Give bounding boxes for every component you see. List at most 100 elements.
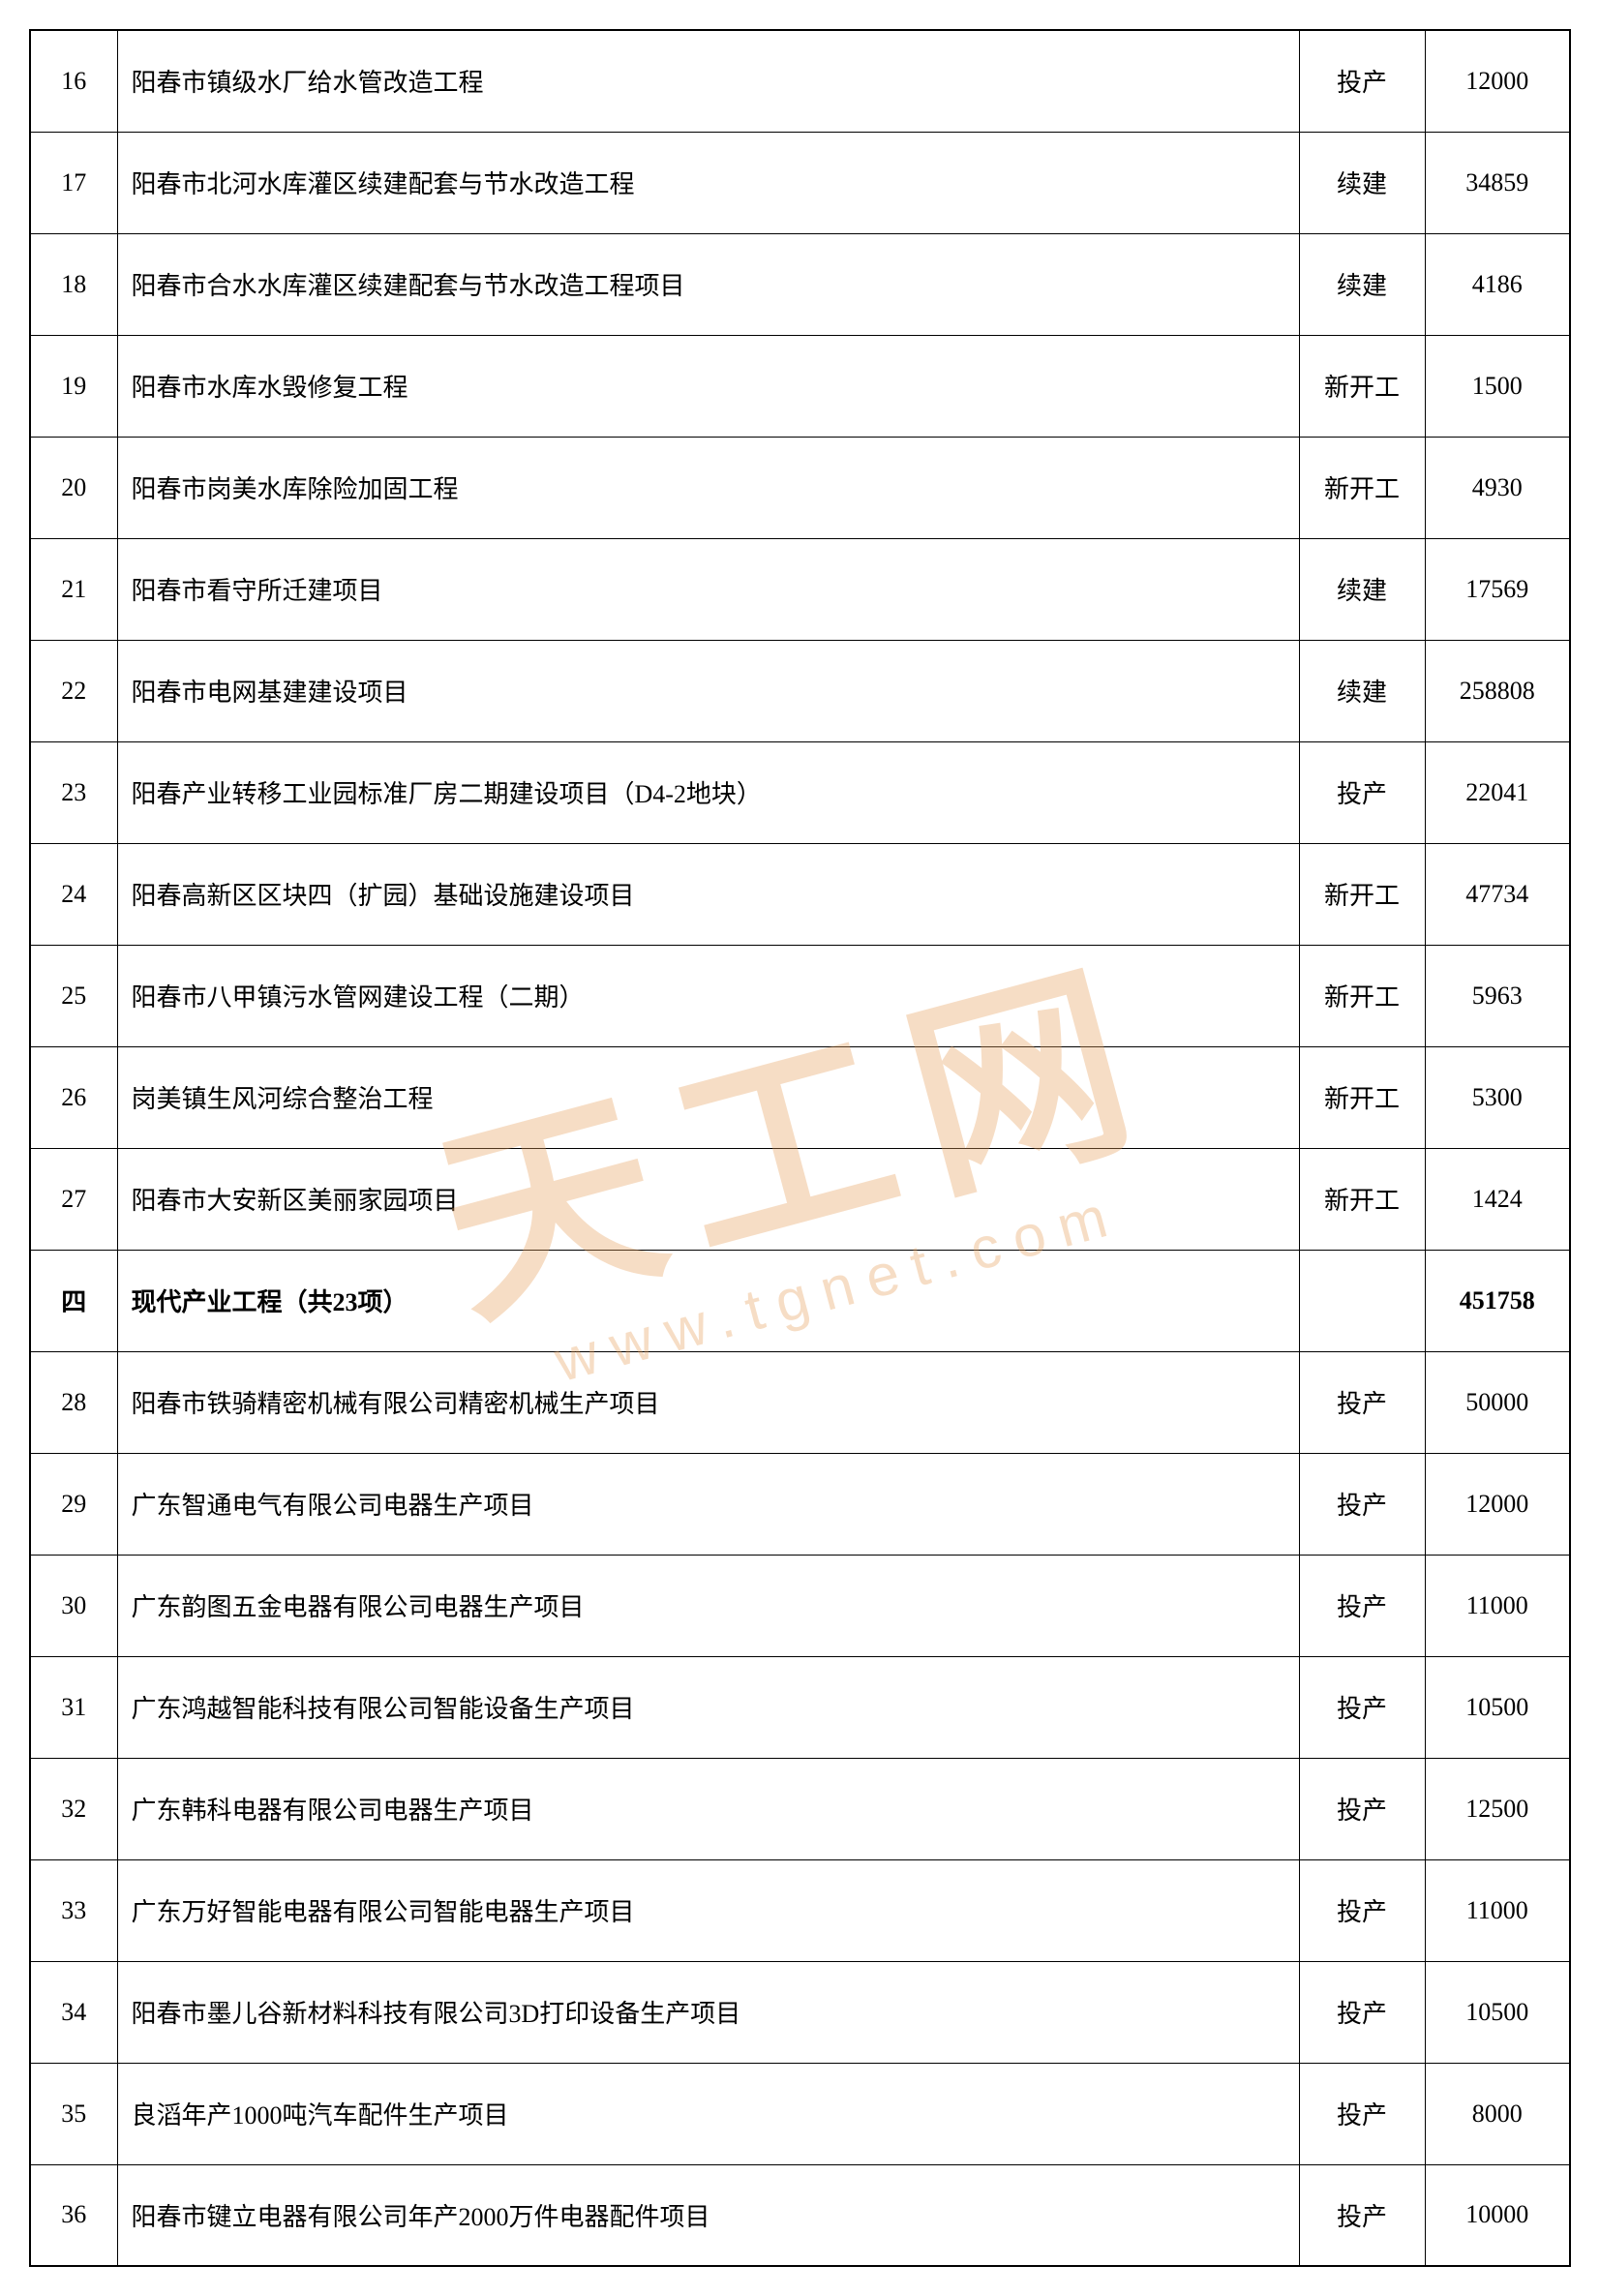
row-number-cell: 16 <box>30 30 117 132</box>
row-name-cell: 广东鸿越智能科技有限公司智能设备生产项目 <box>117 1656 1299 1758</box>
row-name-cell: 阳春市墨儿谷新材料科技有限公司3D打印设备生产项目 <box>117 1961 1299 2063</box>
table-row: 22阳春市电网基建建设项目续建258808 <box>30 640 1570 741</box>
row-value-cell: 12000 <box>1425 1453 1570 1555</box>
row-value-cell: 4186 <box>1425 233 1570 335</box>
row-name-cell: 广东万好智能电器有限公司智能电器生产项目 <box>117 1859 1299 1961</box>
row-number-cell: 33 <box>30 1859 117 1961</box>
table-row: 23阳春产业转移工业园标准厂房二期建设项目（D4-2地块）投产22041 <box>30 741 1570 843</box>
row-status-cell: 新开工 <box>1299 1148 1425 1250</box>
row-status-cell: 投产 <box>1299 1656 1425 1758</box>
row-number-cell: 31 <box>30 1656 117 1758</box>
row-status-cell: 投产 <box>1299 2164 1425 2266</box>
table-row: 24阳春高新区区块四（扩园）基础设施建设项目新开工47734 <box>30 843 1570 945</box>
row-status-cell: 投产 <box>1299 1961 1425 2063</box>
row-status-cell: 新开工 <box>1299 1046 1425 1148</box>
row-number-cell: 28 <box>30 1351 117 1453</box>
row-name-cell: 阳春市铁骑精密机械有限公司精密机械生产项目 <box>117 1351 1299 1453</box>
table-row: 19阳春市水库水毁修复工程新开工1500 <box>30 335 1570 437</box>
table-row: 27阳春市大安新区美丽家园项目新开工1424 <box>30 1148 1570 1250</box>
row-name-cell: 广东韩科电器有限公司电器生产项目 <box>117 1758 1299 1859</box>
row-name-cell: 阳春市水库水毁修复工程 <box>117 335 1299 437</box>
row-name-cell: 岗美镇生风河综合整治工程 <box>117 1046 1299 1148</box>
row-name-cell: 广东智通电气有限公司电器生产项目 <box>117 1453 1299 1555</box>
row-number-cell: 23 <box>30 741 117 843</box>
row-name-cell: 广东韵图五金电器有限公司电器生产项目 <box>117 1555 1299 1656</box>
row-value-cell: 8000 <box>1425 2063 1570 2164</box>
table-row: 18阳春市合水水库灌区续建配套与节水改造工程项目续建4186 <box>30 233 1570 335</box>
row-number-cell: 22 <box>30 640 117 741</box>
table-row: 33广东万好智能电器有限公司智能电器生产项目投产11000 <box>30 1859 1570 1961</box>
projects-table: 16阳春市镇级水厂给水管改造工程投产1200017阳春市北河水库灌区续建配套与节… <box>29 29 1571 2267</box>
row-value-cell: 11000 <box>1425 1859 1570 1961</box>
row-value-cell: 12500 <box>1425 1758 1570 1859</box>
row-status-cell: 投产 <box>1299 1859 1425 1961</box>
table-row: 16阳春市镇级水厂给水管改造工程投产12000 <box>30 30 1570 132</box>
row-name-cell: 良滔年产1000吨汽车配件生产项目 <box>117 2063 1299 2164</box>
row-number-cell: 17 <box>30 132 117 233</box>
row-value-cell: 5300 <box>1425 1046 1570 1148</box>
row-name-cell: 阳春市北河水库灌区续建配套与节水改造工程 <box>117 132 1299 233</box>
table-row: 25阳春市八甲镇污水管网建设工程（二期）新开工5963 <box>30 945 1570 1046</box>
row-value-cell: 4930 <box>1425 437 1570 538</box>
row-name-cell: 阳春产业转移工业园标准厂房二期建设项目（D4-2地块） <box>117 741 1299 843</box>
row-number-cell: 19 <box>30 335 117 437</box>
row-name-cell: 阳春市键立电器有限公司年产2000万件电器配件项目 <box>117 2164 1299 2266</box>
table-row: 34阳春市墨儿谷新材料科技有限公司3D打印设备生产项目投产10500 <box>30 1961 1570 2063</box>
row-number-cell: 32 <box>30 1758 117 1859</box>
row-status-cell: 投产 <box>1299 1351 1425 1453</box>
row-name-cell: 阳春市看守所迁建项目 <box>117 538 1299 640</box>
table-row: 26岗美镇生风河综合整治工程新开工5300 <box>30 1046 1570 1148</box>
row-name-cell: 阳春市镇级水厂给水管改造工程 <box>117 30 1299 132</box>
row-value-cell: 47734 <box>1425 843 1570 945</box>
table-row: 36阳春市键立电器有限公司年产2000万件电器配件项目投产10000 <box>30 2164 1570 2266</box>
row-value-cell: 10000 <box>1425 2164 1570 2266</box>
row-value-cell: 5963 <box>1425 945 1570 1046</box>
row-number-cell: 18 <box>30 233 117 335</box>
row-status-cell: 新开工 <box>1299 437 1425 538</box>
row-status-cell: 新开工 <box>1299 843 1425 945</box>
row-value-cell: 10500 <box>1425 1656 1570 1758</box>
row-status-cell: 续建 <box>1299 538 1425 640</box>
row-status-cell: 投产 <box>1299 1758 1425 1859</box>
row-number-cell: 四 <box>30 1250 117 1351</box>
table-row: 21阳春市看守所迁建项目续建17569 <box>30 538 1570 640</box>
row-number-cell: 34 <box>30 1961 117 2063</box>
row-number-cell: 30 <box>30 1555 117 1656</box>
row-number-cell: 29 <box>30 1453 117 1555</box>
table-container: 天工网 www.tgnet.com 16阳春市镇级水厂给水管改造工程投产1200… <box>29 29 1571 2267</box>
row-number-cell: 27 <box>30 1148 117 1250</box>
row-number-cell: 26 <box>30 1046 117 1148</box>
row-value-cell: 17569 <box>1425 538 1570 640</box>
row-status-cell <box>1299 1250 1425 1351</box>
row-status-cell: 投产 <box>1299 1453 1425 1555</box>
row-status-cell: 续建 <box>1299 640 1425 741</box>
table-row: 30广东韵图五金电器有限公司电器生产项目投产11000 <box>30 1555 1570 1656</box>
table-row: 32广东韩科电器有限公司电器生产项目投产12500 <box>30 1758 1570 1859</box>
row-name-cell: 阳春市大安新区美丽家园项目 <box>117 1148 1299 1250</box>
row-status-cell: 续建 <box>1299 233 1425 335</box>
row-value-cell: 451758 <box>1425 1250 1570 1351</box>
row-value-cell: 10500 <box>1425 1961 1570 2063</box>
table-row: 29广东智通电气有限公司电器生产项目投产12000 <box>30 1453 1570 1555</box>
table-row: 四现代产业工程（共23项）451758 <box>30 1250 1570 1351</box>
row-number-cell: 20 <box>30 437 117 538</box>
row-name-cell: 阳春高新区区块四（扩园）基础设施建设项目 <box>117 843 1299 945</box>
row-status-cell: 新开工 <box>1299 945 1425 1046</box>
projects-table-body: 16阳春市镇级水厂给水管改造工程投产1200017阳春市北河水库灌区续建配套与节… <box>30 30 1570 2266</box>
row-value-cell: 1424 <box>1425 1148 1570 1250</box>
row-value-cell: 22041 <box>1425 741 1570 843</box>
row-status-cell: 投产 <box>1299 30 1425 132</box>
row-name-cell: 阳春市合水水库灌区续建配套与节水改造工程项目 <box>117 233 1299 335</box>
row-name-cell: 阳春市电网基建建设项目 <box>117 640 1299 741</box>
row-value-cell: 258808 <box>1425 640 1570 741</box>
table-row: 20阳春市岗美水库除险加固工程新开工4930 <box>30 437 1570 538</box>
row-name-cell: 阳春市八甲镇污水管网建设工程（二期） <box>117 945 1299 1046</box>
row-status-cell: 投产 <box>1299 1555 1425 1656</box>
row-number-cell: 36 <box>30 2164 117 2266</box>
row-number-cell: 35 <box>30 2063 117 2164</box>
table-row: 31广东鸿越智能科技有限公司智能设备生产项目投产10500 <box>30 1656 1570 1758</box>
row-status-cell: 续建 <box>1299 132 1425 233</box>
row-name-cell: 阳春市岗美水库除险加固工程 <box>117 437 1299 538</box>
row-status-cell: 投产 <box>1299 2063 1425 2164</box>
row-number-cell: 25 <box>30 945 117 1046</box>
